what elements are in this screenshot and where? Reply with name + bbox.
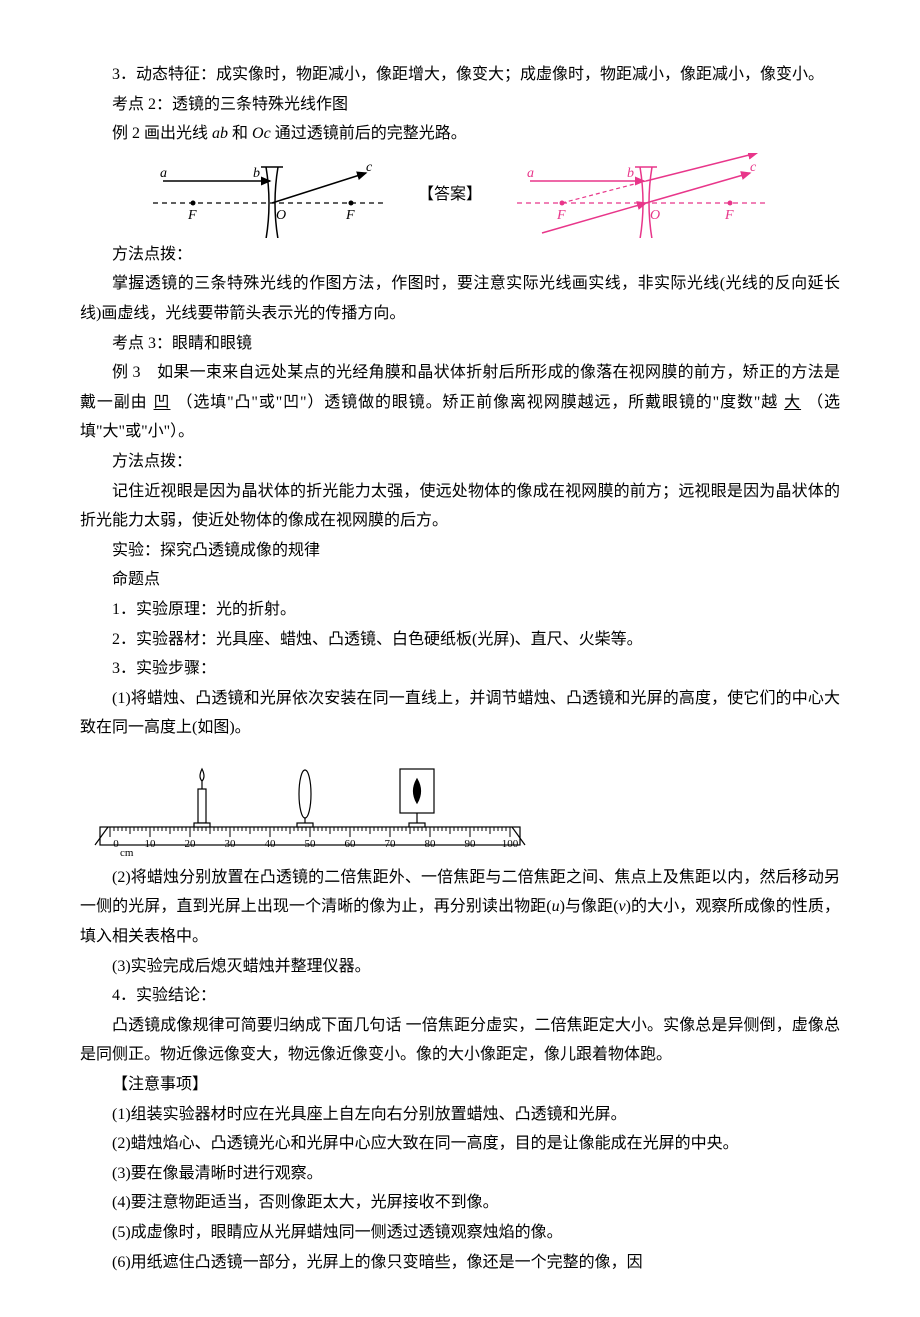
svg-text:F: F: [187, 208, 197, 223]
svg-text:F: F: [556, 208, 566, 223]
lens-diagram-right: F F O a b c: [512, 153, 772, 238]
svg-text:a: a: [160, 166, 167, 181]
svg-text:a: a: [527, 166, 534, 181]
step2: 2．实验器材：光具座、蜡烛、凸透镜、白色硬纸板(光屏)、直尺、火柴等。: [80, 625, 840, 655]
note4: (4)要注意物距适当，否则像距太大，光屏接收不到像。: [80, 1188, 840, 1218]
svg-text:100: 100: [502, 838, 519, 850]
ex2-mid: 和: [228, 125, 252, 142]
svg-text:cm: cm: [120, 847, 134, 859]
ex3-fill1: 凹: [148, 394, 177, 411]
svg-text:0: 0: [113, 838, 119, 850]
svg-text:70: 70: [385, 838, 397, 850]
lens-diagram-row: F F O a b c 【答案】 F F O a b: [80, 153, 840, 238]
var-u: u: [552, 898, 560, 915]
heading-kaodian2: 考点 2：透镜的三条特殊光线作图: [80, 90, 840, 120]
note5: (5)成虚像时，眼睛应从光屏蜡烛同一侧透过透镜观察烛焰的像。: [80, 1218, 840, 1248]
step3-3: (3)实验完成后熄灭蜡烛并整理仪器。: [80, 952, 840, 982]
svg-text:O: O: [276, 208, 286, 223]
method-body-2: 记住近视眼是因为晶状体的折光能力太强，使远处物体的像成在视网膜的前方；远视眼是因…: [80, 477, 840, 536]
svg-text:c: c: [750, 160, 757, 175]
oc-italic: Oc: [252, 125, 271, 142]
svg-text:O: O: [650, 208, 660, 223]
para-dynamic: 3．动态特征：成实像时，物距减小，像距增大，像变大；成虚像时，物距减小，像距减小…: [80, 60, 840, 90]
ab-italic: ab: [212, 125, 228, 142]
method-hdr-2: 方法点拨：: [80, 447, 840, 477]
example2: 例 2 画出光线 ab 和 Oc 通过透镜前后的完整光路。: [80, 119, 840, 149]
p16b: )与像距(: [560, 898, 619, 915]
method-hdr-1: 方法点拨：: [80, 240, 840, 270]
note3: (3)要在像最清晰时进行观察。: [80, 1159, 840, 1189]
svg-text:60: 60: [345, 838, 357, 850]
var-v: v: [619, 898, 626, 915]
optical-bench-figure: 0 10 20 30 40 50 60 70 80 90 100 cm: [80, 749, 840, 859]
svg-text:50: 50: [305, 838, 317, 850]
svg-text:F: F: [724, 208, 734, 223]
answer-label: 【答案】: [418, 180, 482, 210]
step3-2: (2)将蜡烛分别放置在凸透镜的二倍焦距外、一倍焦距与二倍焦距之间、焦点上及焦距以…: [80, 863, 840, 952]
note6: (6)用纸遮住凸透镜一部分，光屏上的像只变暗些，像还是一个完整的像，因: [80, 1248, 840, 1278]
ex2-pre: 例 2 画出光线: [112, 125, 212, 142]
svg-text:40: 40: [265, 838, 277, 850]
lens-diagram-left: F F O a b c: [148, 153, 388, 238]
svg-text:90: 90: [465, 838, 477, 850]
svg-text:F: F: [345, 208, 355, 223]
experiment-title: 实验：探究凸透镜成像的规律: [80, 536, 840, 566]
svg-text:b: b: [627, 166, 634, 181]
step3-1: (1)将蜡烛、凸透镜和光屏依次安装在同一直线上，并调节蜡烛、凸透镜和光屏的高度，…: [80, 684, 840, 743]
svg-text:10: 10: [145, 838, 157, 850]
mingti: 命题点: [80, 565, 840, 595]
ex3-fill2: 大: [778, 394, 807, 411]
note2: (2)蜡烛焰心、凸透镜光心和光屏中心应大致在同一高度，目的是让像能成在光屏的中央…: [80, 1129, 840, 1159]
svg-text:80: 80: [425, 838, 437, 850]
notes-hdr: 【注意事项】: [80, 1070, 840, 1100]
svg-text:20: 20: [185, 838, 197, 850]
step3-hdr: 3．实验步骤：: [80, 654, 840, 684]
ex3-b: （选填"凸"或"凹"）透镜做的眼镜。矫正前像离视网膜越远，所戴眼镜的"度数"越: [176, 394, 778, 411]
svg-text:c: c: [366, 160, 373, 175]
conclusion-hdr: 4．实验结论：: [80, 981, 840, 1011]
note1: (1)组装实验器材时应在光具座上自左向右分别放置蜡烛、凸透镜和光屏。: [80, 1100, 840, 1130]
heading-kaodian3: 考点 3：眼睛和眼镜: [80, 329, 840, 359]
ex2-post: 通过透镜前后的完整光路。: [271, 125, 467, 142]
step1: 1．实验原理：光的折射。: [80, 595, 840, 625]
svg-text:b: b: [253, 166, 260, 181]
svg-text:30: 30: [225, 838, 237, 850]
optical-bench-svg: 0 10 20 30 40 50 60 70 80 90 100 cm: [80, 749, 540, 859]
example3: 例 3 如果一束来自远处某点的光经角膜和晶状体折射后所形成的像落在视网膜的前方，…: [80, 358, 840, 447]
conclusion-body: 凸透镜成像规律可简要归纳成下面几句话 一倍焦距分虚实，二倍焦距定大小。实像总是异…: [80, 1011, 840, 1070]
method-body-1: 掌握透镜的三条特殊光线的作图方法，作图时，要注意实际光线画实线，非实际光线(光线…: [80, 269, 840, 328]
